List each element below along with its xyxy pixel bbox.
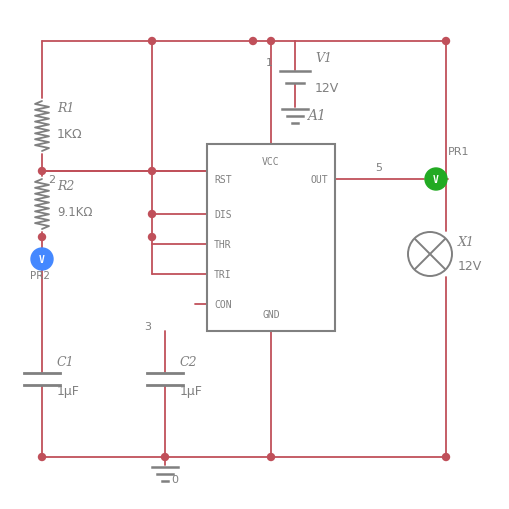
Circle shape — [161, 454, 168, 461]
Text: 0: 0 — [171, 474, 178, 484]
Text: C1: C1 — [57, 355, 75, 368]
Text: C2: C2 — [180, 355, 197, 368]
Text: 2: 2 — [48, 175, 55, 185]
Circle shape — [425, 168, 447, 191]
Text: R2: R2 — [57, 180, 74, 193]
Text: A1: A1 — [307, 109, 326, 123]
Text: X1: X1 — [458, 236, 475, 249]
Circle shape — [31, 248, 53, 270]
Circle shape — [268, 454, 274, 461]
Text: GND: GND — [262, 309, 280, 319]
Circle shape — [442, 38, 449, 45]
Text: 5: 5 — [375, 163, 382, 173]
Text: RST: RST — [214, 175, 232, 185]
Circle shape — [39, 168, 45, 175]
Text: V1: V1 — [315, 51, 332, 64]
Circle shape — [249, 38, 257, 45]
Text: DIS: DIS — [214, 210, 232, 219]
Circle shape — [268, 38, 274, 45]
Circle shape — [39, 234, 45, 241]
Text: 1μF: 1μF — [57, 385, 80, 398]
Text: 1μF: 1μF — [180, 385, 203, 398]
Text: TRI: TRI — [214, 269, 232, 279]
Text: THR: THR — [214, 240, 232, 249]
Text: OUT: OUT — [310, 175, 328, 185]
Circle shape — [442, 454, 449, 461]
Text: PR1: PR1 — [448, 147, 469, 157]
Text: PR2: PR2 — [30, 270, 50, 280]
Text: V: V — [433, 175, 439, 185]
Text: 12V: 12V — [315, 81, 340, 94]
Text: V: V — [39, 254, 45, 265]
Text: VCC: VCC — [262, 157, 280, 166]
Text: R1: R1 — [57, 102, 74, 115]
Text: 3: 3 — [144, 321, 151, 331]
Text: 9.1KΩ: 9.1KΩ — [57, 206, 93, 219]
Circle shape — [149, 168, 156, 175]
Text: 1: 1 — [266, 58, 273, 68]
Circle shape — [149, 234, 156, 241]
Circle shape — [149, 211, 156, 218]
Text: 12V: 12V — [458, 260, 482, 273]
Circle shape — [149, 38, 156, 45]
Text: CON: CON — [214, 299, 232, 309]
Bar — [207, 145, 335, 331]
Circle shape — [39, 454, 45, 461]
Text: 1KΩ: 1KΩ — [57, 128, 82, 141]
